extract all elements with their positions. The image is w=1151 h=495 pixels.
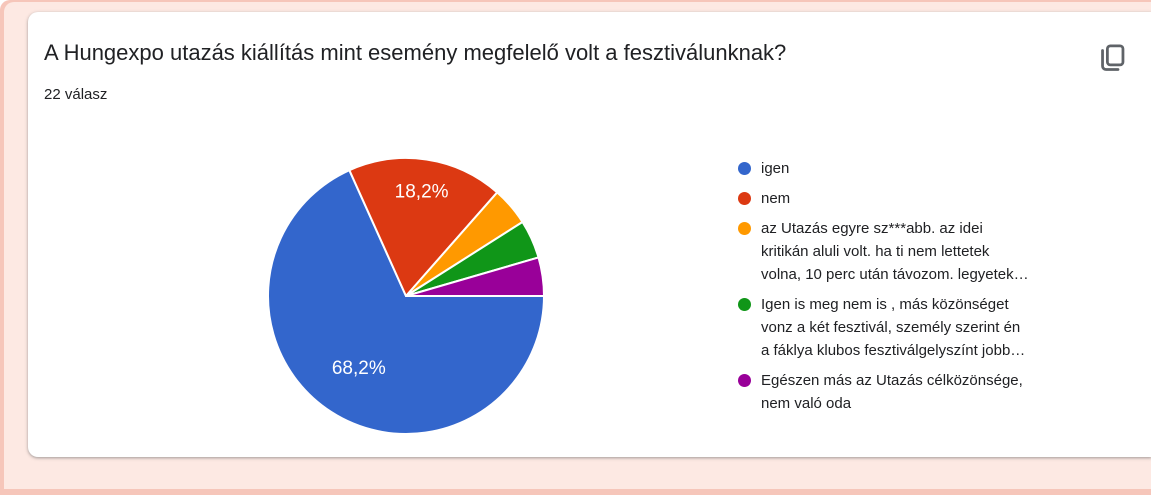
legend-line: volna, 10 perc után távozom. legyetek… [761, 266, 1029, 283]
copy-icon [1097, 43, 1127, 76]
legend-line: nem való oda [761, 395, 852, 412]
question-title: A Hungexpo utazás kiállítás mint esemény… [44, 40, 787, 65]
legend-line: nem [761, 190, 791, 207]
legend-line: vonz a két fesztivál, személy szerint én [761, 319, 1021, 336]
legend-color-dot [738, 162, 751, 175]
legend-color-dot [738, 192, 751, 205]
legend-line: az Utazás egyre sz***abb. az idei [761, 220, 983, 237]
legend-label: Igen is meg nem is , más közönséget vonz … [761, 293, 1025, 362]
legend-item: nem [738, 187, 1150, 210]
legend-line: kritikán aluli volt. ha ti nem lettetek [761, 243, 990, 260]
legend-line: a fáklya klubos fesztiválgelyszínt jobb… [761, 342, 1026, 359]
legend-color-dot [738, 374, 751, 387]
legend-line: igen [761, 160, 790, 177]
legend-line: Egészen más az Utazás célközönsége, [761, 372, 1023, 389]
legend-label: az Utazás egyre sz***abb. az idei kritiká… [761, 217, 1029, 286]
legend-label: nem [761, 187, 790, 210]
legend-label: igen [761, 157, 789, 180]
chart-card: A Hungexpo utazás kiállítás mint esemény… [28, 12, 1151, 457]
pie-slice[interactable] [348, 157, 499, 297]
legend-item: Igen is meg nem is , más közönséget vonz … [738, 293, 1150, 362]
pie-slice-label: 68,2% [332, 358, 386, 379]
pie-slice[interactable] [405, 256, 545, 297]
legend-item: az Utazás egyre sz***abb. az idei kritiká… [738, 217, 1150, 286]
legend-item: Egészen más az Utazás célközönsége, nem v… [738, 369, 1150, 415]
legend-color-dot [738, 298, 751, 311]
legend-color-dot [738, 222, 751, 235]
pie-chart: 68,2% 18,2% [256, 146, 556, 446]
legend-item: igen [738, 157, 1150, 180]
pie-slice[interactable] [267, 169, 545, 435]
legend-line: Igen is meg nem is , más közönséget [761, 296, 1009, 313]
response-count: 22 válasz [44, 86, 108, 103]
copy-chart-button[interactable] [1091, 38, 1133, 80]
pie-slice-label: 18,2% [395, 181, 449, 202]
legend: igen nem az Utazás egyre sz***abb. az idei… [738, 157, 1150, 415]
legend-label: Egészen más az Utazás célközönsége, nem v… [761, 369, 1023, 415]
